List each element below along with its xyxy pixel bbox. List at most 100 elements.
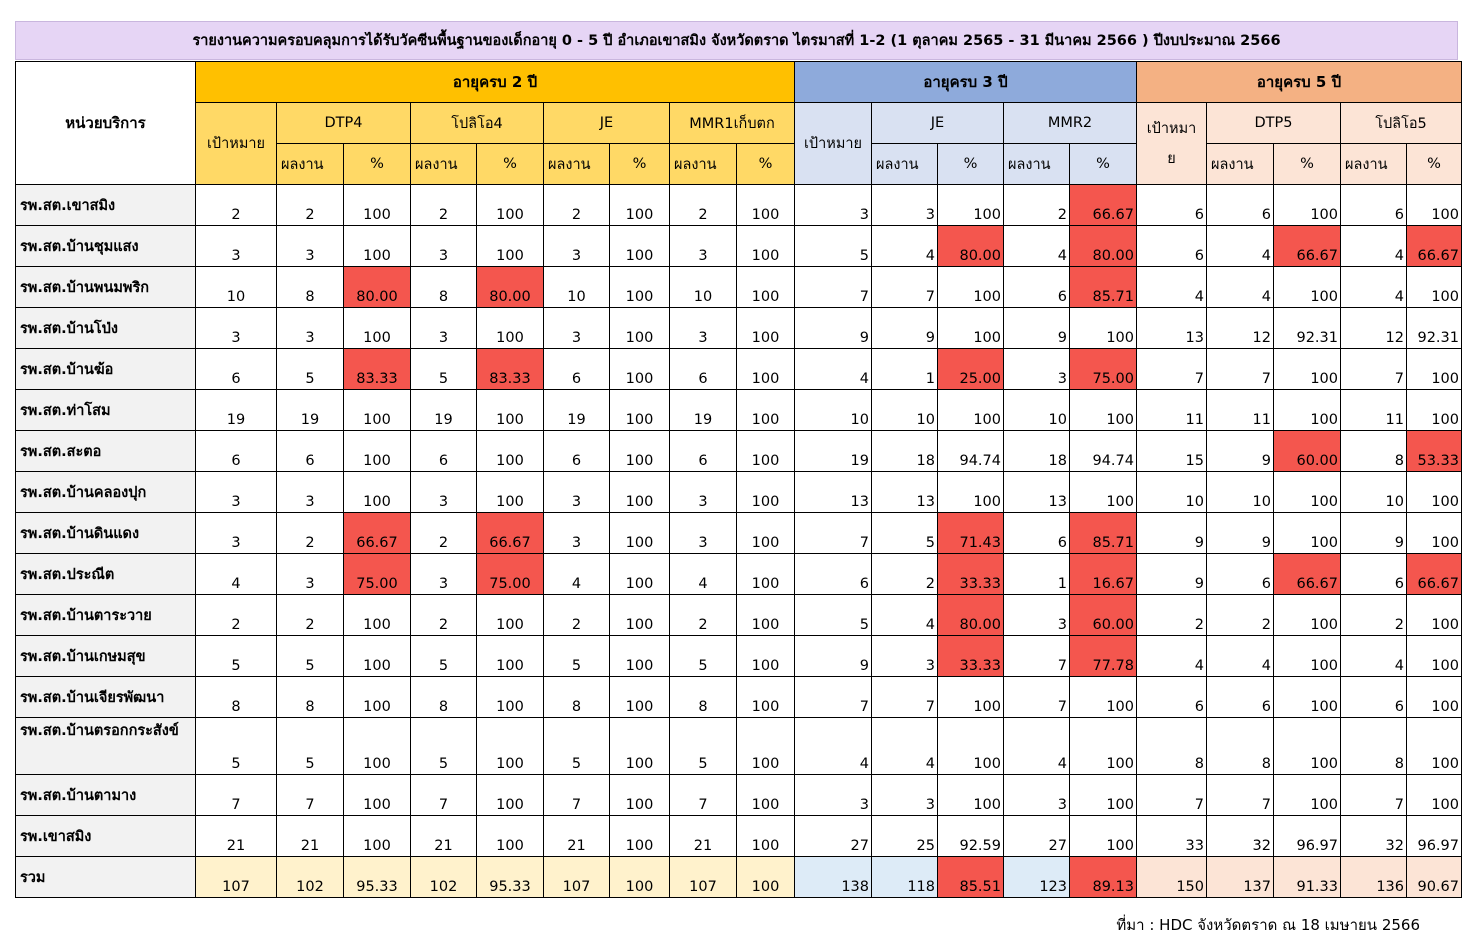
- table-cell: 2: [543, 184, 610, 226]
- table-cell: 3: [410, 553, 477, 595]
- table-cell: 100: [736, 553, 795, 595]
- table-cell: 7: [1340, 774, 1407, 816]
- table-cell: 66.67: [1406, 225, 1462, 267]
- header-je-3: JE: [871, 102, 1004, 144]
- table-cell: 100: [736, 635, 795, 677]
- table-cell: 7: [669, 774, 737, 816]
- table-cell: 5: [543, 717, 610, 775]
- header-age-5: อายุครบ 5 ปี: [1136, 61, 1462, 103]
- table-cell: 19: [794, 430, 872, 472]
- table-cell: 12: [1206, 307, 1274, 349]
- table-cell: 107: [543, 856, 610, 898]
- table-cell: 6: [543, 348, 610, 390]
- table-cell: 95.33: [476, 856, 544, 898]
- table-cell: 3: [1003, 348, 1070, 390]
- table-cell: 100: [343, 471, 411, 513]
- table-cell: 5: [276, 635, 344, 677]
- table-cell: 3: [871, 774, 938, 816]
- header-target-3: เป้าหมาย: [794, 102, 872, 185]
- table-cell: 32: [1340, 815, 1407, 857]
- table-cell: 4: [794, 348, 872, 390]
- table-cell: 4: [195, 553, 277, 595]
- table-cell: 10: [1003, 389, 1070, 431]
- table-cell: 90.67: [1406, 856, 1462, 898]
- header-percent-je-3: %: [937, 143, 1004, 185]
- table-cell: 66.67: [1273, 553, 1341, 595]
- table-cell: 100: [937, 184, 1004, 226]
- table-row: รพ.สต.บ้านตามาง 7 7 100 7 100 7 100 7 100 3 3 100 3 10…: [15, 774, 1462, 816]
- table-row: รพ.สต.เขาสมิง 2 2 100 2 100 2 100 2 100 3 3 100 2 66.6…: [15, 184, 1462, 226]
- report-title: รายงานความครอบคลุมการได้รับวัคซีนพื้นฐาน…: [15, 21, 1458, 60]
- table-cell: 5: [410, 348, 477, 390]
- table-cell: 6: [1003, 512, 1070, 554]
- table-cell: 1: [1003, 553, 1070, 595]
- header-result-mmr1: ผลงาน: [669, 143, 737, 185]
- table-cell: 100: [609, 430, 670, 472]
- table-cell: 3: [669, 307, 737, 349]
- table-cell: 100: [476, 676, 544, 718]
- table-cell: 100: [476, 717, 544, 775]
- unit-name: รพ.สต.บ้านโป่ง: [15, 307, 196, 349]
- table-cell: 94.74: [937, 430, 1004, 472]
- table-cell: 21: [276, 815, 344, 857]
- table-cell: 7: [1003, 635, 1070, 677]
- table-cell: 7: [410, 774, 477, 816]
- header-unit: หน่วยบริการ: [15, 61, 196, 185]
- table-cell: 71.43: [937, 512, 1004, 554]
- table-cell: 100: [736, 225, 795, 267]
- table-cell: 27: [794, 815, 872, 857]
- table-cell: 100: [609, 512, 670, 554]
- unit-name: รพ.สต.บ้านเจียรพัฒนา: [15, 676, 196, 718]
- table-cell: 19: [543, 389, 610, 431]
- table-cell: 89.13: [1069, 856, 1137, 898]
- table-cell: 3: [669, 471, 737, 513]
- table-cell: 3: [871, 635, 938, 677]
- table-cell: 9: [1003, 307, 1070, 349]
- unit-name: รพ.สต.บ้านดินแดง: [15, 512, 196, 554]
- table-cell: 8: [543, 676, 610, 718]
- table-cell: 100: [1406, 717, 1462, 775]
- table-cell: 60.00: [1069, 594, 1137, 636]
- table-cell: 11: [1340, 389, 1407, 431]
- table-cell: 92.31: [1273, 307, 1341, 349]
- table-cell: 75.00: [1069, 348, 1137, 390]
- table-cell: 100: [476, 471, 544, 513]
- table-cell: 7: [1340, 348, 1407, 390]
- table-cell: 100: [937, 389, 1004, 431]
- table-cell: 100: [736, 512, 795, 554]
- table-cell: 4: [1206, 225, 1274, 267]
- table-cell: 100: [1273, 348, 1341, 390]
- table-cell: 18: [871, 430, 938, 472]
- table-cell: 19: [410, 389, 477, 431]
- table-cell: 100: [1069, 676, 1137, 718]
- header-target-5-line1: เป้าหมา: [1146, 120, 1197, 137]
- unit-name: รพ.สต.บ้านฆ้อ: [15, 348, 196, 390]
- table-cell: 7: [276, 774, 344, 816]
- table-cell: 5: [410, 635, 477, 677]
- table-cell: 80.00: [1069, 225, 1137, 267]
- table-cell: 100: [1273, 266, 1341, 308]
- table-cell: 100: [609, 815, 670, 857]
- table-cell: 10: [794, 389, 872, 431]
- table-cell: 21: [410, 815, 477, 857]
- table-cell: 10: [871, 389, 938, 431]
- table-cell: 21: [669, 815, 737, 857]
- table-cell: 3: [669, 225, 737, 267]
- header-dtp4: DTP4: [276, 102, 411, 144]
- table-row: รพ.สต.บ้านตรอกกระสังข์ 5 5 100 5 100 5 100 5 100 4…: [15, 717, 1462, 775]
- table-cell: 95.33: [343, 856, 411, 898]
- header-result-je-3: ผลงาน: [871, 143, 938, 185]
- table-cell: 100: [609, 266, 670, 308]
- table-row: รพ.สต.บ้านตาระวาย 2 2 100 2 100 2 100 2 100 5 4 80.0…: [15, 594, 1462, 636]
- table-cell: 3: [410, 471, 477, 513]
- table-cell: 66.67: [1273, 225, 1341, 267]
- table-cell: 10: [1136, 471, 1207, 513]
- table-cell: 8: [410, 676, 477, 718]
- table-cell: 100: [1273, 184, 1341, 226]
- table-cell: 10: [543, 266, 610, 308]
- table-cell: 100: [343, 815, 411, 857]
- table-cell: 100: [609, 471, 670, 513]
- table-cell: 100: [1406, 512, 1462, 554]
- table-cell: 8: [1206, 717, 1274, 775]
- table-cell: 100: [343, 307, 411, 349]
